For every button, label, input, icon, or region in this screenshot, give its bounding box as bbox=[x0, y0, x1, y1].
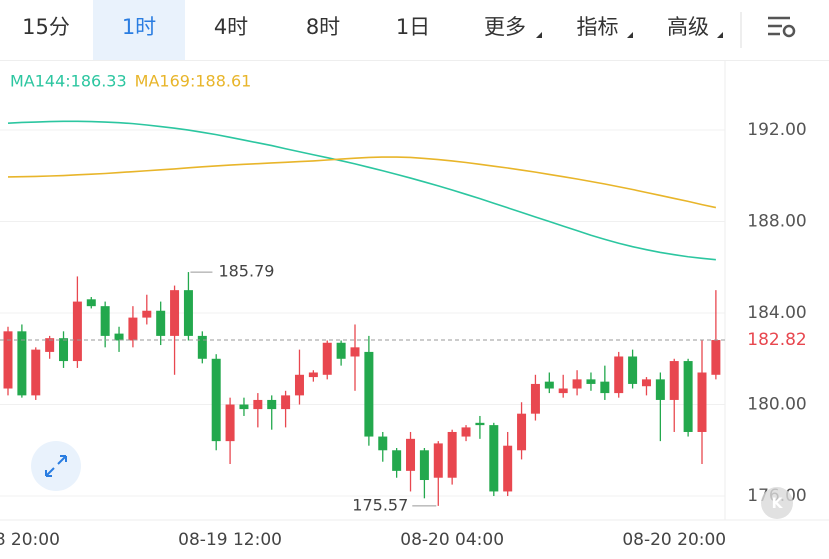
candle-body bbox=[641, 379, 651, 387]
tab-bar: 15分 1时 4时 8时 1日 更多 指标 高级 bbox=[0, 0, 829, 61]
candle-body bbox=[114, 333, 124, 341]
candle-body bbox=[614, 356, 624, 394]
candle-body bbox=[364, 351, 374, 437]
candle-body bbox=[3, 331, 13, 389]
candle-body bbox=[183, 290, 193, 336]
last-price-box bbox=[732, 327, 822, 354]
candle-body bbox=[655, 379, 665, 400]
candle-body bbox=[267, 399, 277, 410]
tab[interactable]: 8时 bbox=[305, 15, 341, 39]
y-tick-label: 192.00 bbox=[747, 120, 806, 140]
candle-body bbox=[225, 404, 235, 442]
candle-body bbox=[447, 431, 457, 478]
candle-body bbox=[572, 379, 582, 389]
dropdown-arrow bbox=[717, 32, 723, 38]
candle-body bbox=[322, 342, 332, 375]
candle-body bbox=[433, 443, 443, 478]
candle-body bbox=[530, 383, 540, 414]
candle-body bbox=[697, 372, 707, 432]
candle-body bbox=[17, 331, 27, 396]
k-button[interactable] bbox=[761, 487, 793, 519]
max-label: 185.79 bbox=[218, 262, 274, 281]
k-icon: K bbox=[772, 496, 784, 512]
y-tick-label: 184.00 bbox=[747, 303, 806, 323]
candle-body bbox=[336, 342, 346, 359]
legend-entry: MA169:188.61 bbox=[135, 72, 252, 91]
candle-body bbox=[156, 310, 166, 336]
expand-button[interactable] bbox=[31, 441, 81, 491]
grid bbox=[0, 129, 725, 497]
candle-body bbox=[142, 310, 152, 318]
dropdown-arrow bbox=[536, 32, 542, 38]
x-tick-label: 08-20 04:00 bbox=[400, 530, 504, 550]
candle-body bbox=[239, 404, 249, 410]
candle-body bbox=[197, 335, 207, 359]
tab[interactable]: 1时 bbox=[93, 0, 185, 60]
last-price-label: 182.82 bbox=[747, 330, 806, 350]
plot bbox=[0, 120, 725, 506]
min-label: 175.57 bbox=[352, 495, 408, 514]
candle-body bbox=[586, 379, 596, 384]
candle-body bbox=[45, 338, 55, 352]
dropdown-arrow bbox=[627, 32, 633, 38]
legend-entry: MA144:186.33 bbox=[10, 72, 127, 91]
candle-body bbox=[72, 301, 82, 362]
tab[interactable]: 1日 bbox=[395, 15, 431, 39]
candle-body bbox=[503, 445, 513, 492]
y-tick-label: 180.00 bbox=[747, 395, 806, 415]
ma-line bbox=[7, 156, 717, 209]
candle-body bbox=[489, 425, 499, 492]
candle-body bbox=[419, 450, 429, 481]
candle-body bbox=[170, 290, 180, 336]
tab[interactable]: 指标 bbox=[576, 15, 619, 39]
candle-body bbox=[669, 361, 679, 400]
candle-body bbox=[128, 317, 138, 341]
tab[interactable]: 4时 bbox=[213, 15, 249, 39]
candle-body bbox=[281, 395, 291, 410]
settings-icon[interactable] bbox=[768, 16, 796, 38]
candle-body bbox=[558, 388, 568, 394]
candle-body bbox=[683, 361, 693, 432]
candle-body bbox=[711, 340, 721, 375]
candle-body bbox=[31, 349, 41, 396]
overlay: 176.00180.00184.00188.00192.00MA144:186.… bbox=[10, 72, 822, 514]
candle-body bbox=[600, 381, 610, 394]
candle-body bbox=[308, 372, 318, 378]
candle-body bbox=[628, 356, 638, 384]
tab[interactable]: 更多 bbox=[484, 15, 526, 39]
candle-body bbox=[544, 381, 554, 389]
ma-line bbox=[7, 120, 716, 261]
candle-body bbox=[475, 422, 485, 426]
candle-body bbox=[517, 413, 527, 451]
candle-body bbox=[59, 338, 69, 362]
tab[interactable]: 15分 bbox=[22, 15, 70, 39]
x-tick-label: 08-19 12:00 bbox=[178, 530, 282, 550]
candle-body bbox=[406, 438, 416, 471]
candle-body bbox=[378, 436, 388, 451]
candle-body bbox=[100, 306, 110, 336]
candle-body bbox=[253, 399, 263, 410]
candle-body bbox=[86, 299, 96, 307]
x-tick-label: 08-18 20:00 bbox=[0, 530, 60, 550]
candle-body bbox=[392, 450, 402, 471]
expand-icon bbox=[45, 455, 67, 477]
x-tick-label: 08-20 20:00 bbox=[622, 530, 726, 550]
candle-body bbox=[461, 427, 471, 437]
candle-body bbox=[294, 374, 304, 396]
candle-body bbox=[211, 358, 221, 442]
y-tick-label: 188.00 bbox=[747, 212, 806, 232]
candle-body bbox=[350, 347, 360, 357]
tab[interactable]: 高级 bbox=[667, 15, 709, 39]
